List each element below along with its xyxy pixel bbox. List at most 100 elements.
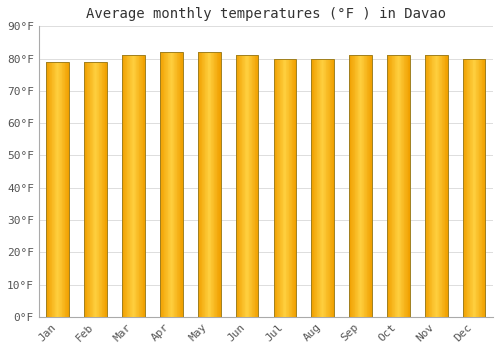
Bar <box>174 52 175 317</box>
Bar <box>443 55 444 317</box>
Bar <box>52 62 54 317</box>
Bar <box>316 58 318 317</box>
Bar <box>126 55 128 317</box>
Bar <box>128 55 129 317</box>
Bar <box>53 62 54 317</box>
Bar <box>358 55 359 317</box>
Bar <box>200 52 201 317</box>
Bar <box>356 55 357 317</box>
Bar <box>130 55 131 317</box>
Bar <box>319 58 320 317</box>
Bar <box>409 55 410 317</box>
Bar <box>294 58 295 317</box>
Bar <box>206 52 207 317</box>
Bar <box>484 58 486 317</box>
Bar <box>162 52 163 317</box>
Bar <box>326 58 328 317</box>
Bar <box>294 58 296 317</box>
Bar <box>387 55 410 317</box>
Bar <box>238 55 239 317</box>
Bar <box>478 58 480 317</box>
Bar <box>102 62 103 317</box>
Bar <box>176 52 178 317</box>
Bar <box>179 52 180 317</box>
Bar <box>402 55 403 317</box>
Bar <box>131 55 132 317</box>
Bar <box>322 58 324 317</box>
Bar <box>400 55 401 317</box>
Bar <box>313 58 314 317</box>
Bar <box>241 55 242 317</box>
Bar <box>465 58 466 317</box>
Bar <box>282 58 284 317</box>
Bar <box>238 55 240 317</box>
Bar <box>167 52 168 317</box>
Bar <box>91 62 92 317</box>
Bar <box>352 55 353 317</box>
Bar <box>366 55 368 317</box>
Bar <box>405 55 406 317</box>
Bar <box>394 55 396 317</box>
Bar <box>426 55 428 317</box>
Bar <box>475 58 476 317</box>
Bar <box>472 58 474 317</box>
Bar <box>329 58 330 317</box>
Bar <box>256 55 257 317</box>
Bar <box>60 62 61 317</box>
Bar <box>481 58 482 317</box>
Bar <box>328 58 329 317</box>
Bar <box>470 58 471 317</box>
Bar <box>357 55 358 317</box>
Bar <box>67 62 68 317</box>
Bar <box>362 55 363 317</box>
Bar <box>166 52 167 317</box>
Bar <box>425 55 448 317</box>
Bar <box>315 58 316 317</box>
Bar <box>169 52 170 317</box>
Bar <box>54 62 56 317</box>
Bar <box>463 58 485 317</box>
Bar <box>244 55 245 317</box>
Bar <box>349 55 350 317</box>
Bar <box>444 55 446 317</box>
Bar <box>94 62 95 317</box>
Bar <box>284 58 285 317</box>
Bar <box>97 62 98 317</box>
Bar <box>312 58 313 317</box>
Bar <box>242 55 244 317</box>
Bar <box>90 62 91 317</box>
Bar <box>61 62 62 317</box>
Bar <box>477 58 478 317</box>
Bar <box>63 62 64 317</box>
Bar <box>54 62 55 317</box>
Bar <box>132 55 133 317</box>
Bar <box>393 55 394 317</box>
Bar <box>98 62 100 317</box>
Bar <box>132 55 134 317</box>
Bar <box>253 55 254 317</box>
Bar <box>84 62 85 317</box>
Bar <box>331 58 332 317</box>
Bar <box>216 52 218 317</box>
Bar <box>138 55 140 317</box>
Bar <box>92 62 94 317</box>
Bar <box>210 52 212 317</box>
Bar <box>471 58 472 317</box>
Bar <box>293 58 294 317</box>
Bar <box>312 58 334 317</box>
Bar <box>96 62 97 317</box>
Bar <box>447 55 448 317</box>
Bar <box>332 58 334 317</box>
Bar <box>165 52 166 317</box>
Bar <box>141 55 142 317</box>
Bar <box>64 62 66 317</box>
Bar <box>160 52 182 317</box>
Bar <box>363 55 364 317</box>
Bar <box>51 62 52 317</box>
Bar <box>163 52 164 317</box>
Bar <box>246 55 247 317</box>
Bar <box>198 52 220 317</box>
Bar <box>354 55 356 317</box>
Bar <box>57 62 58 317</box>
Title: Average monthly temperatures (°F ) in Davao: Average monthly temperatures (°F ) in Da… <box>86 7 446 21</box>
